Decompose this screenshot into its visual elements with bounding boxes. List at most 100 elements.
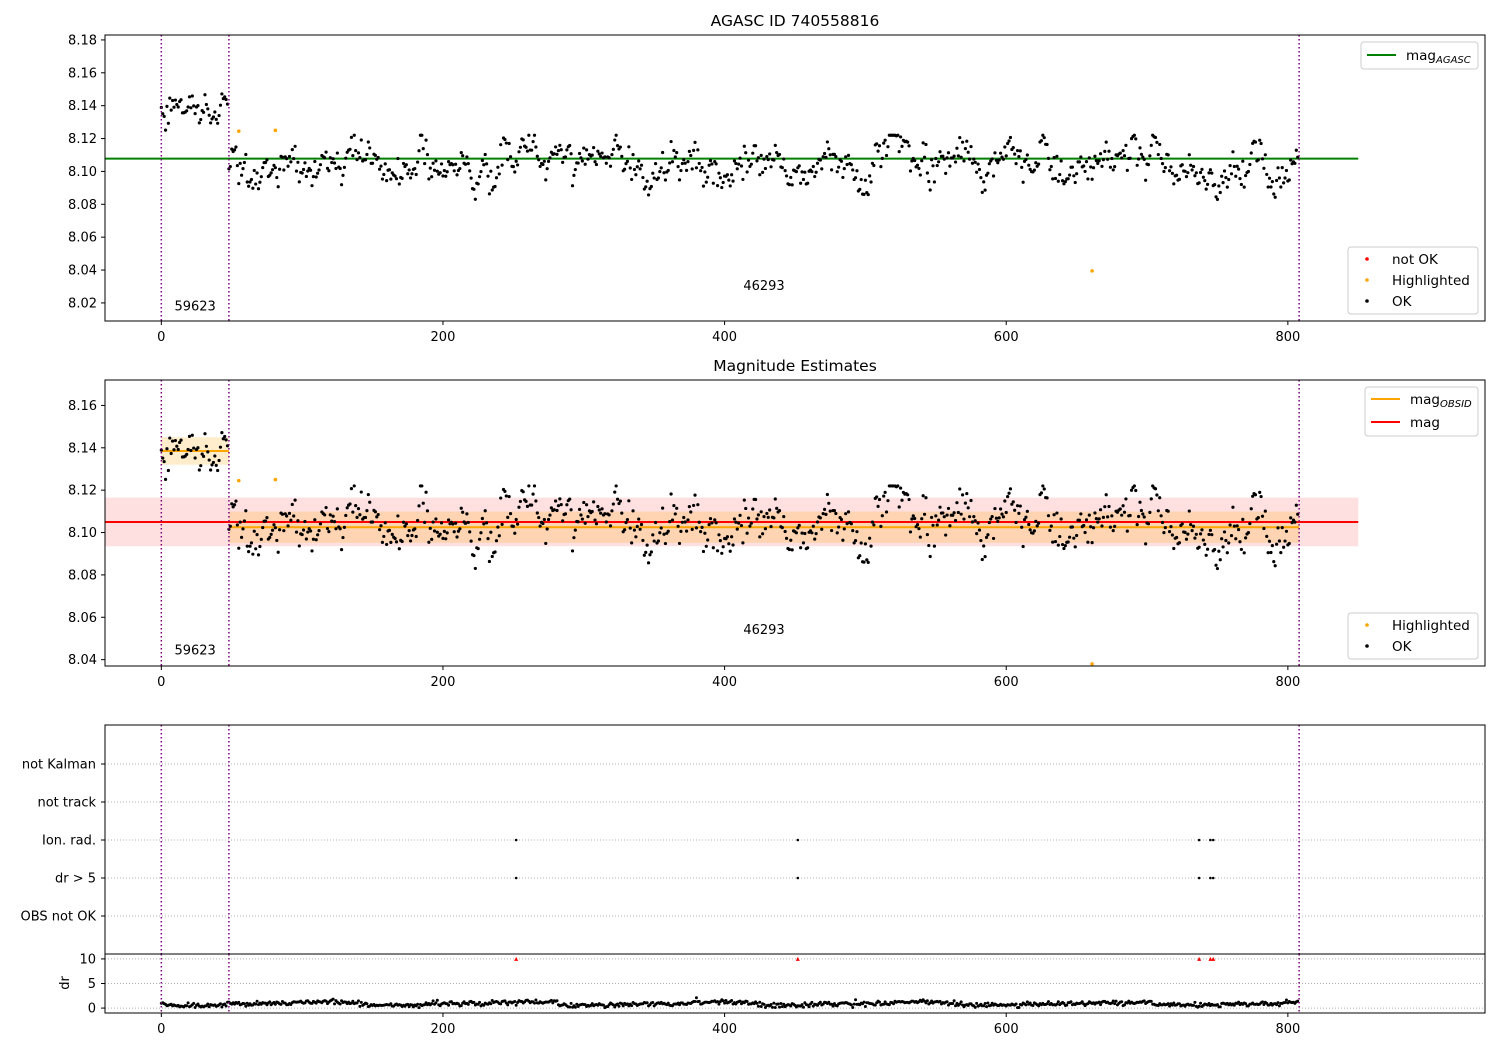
ok-point (853, 176, 858, 180)
ok-point (604, 520, 608, 524)
flag-category-label: not track (37, 796, 96, 811)
ok-point (217, 113, 221, 118)
ok-point (199, 464, 203, 468)
ok-point (1021, 544, 1025, 549)
ok-point (814, 531, 818, 536)
ok-point (732, 159, 737, 163)
dr-point (716, 1000, 720, 1004)
ok-point (749, 521, 753, 525)
y-tick-label: 8.18 (68, 33, 97, 48)
ok-point (1260, 157, 1265, 161)
ok-point (960, 493, 965, 497)
ok-point (1097, 159, 1101, 163)
ok-point (825, 492, 829, 497)
ok-point (1084, 518, 1089, 522)
ok-point (1120, 513, 1124, 517)
ok-point (408, 176, 413, 180)
ok-point (959, 512, 963, 516)
ok-point (561, 160, 565, 165)
dr-point (1284, 998, 1288, 1002)
ok-point (531, 492, 535, 496)
ok-point (837, 165, 841, 169)
ok-point (306, 169, 310, 173)
ok-point (1046, 514, 1051, 518)
ok-point (1108, 165, 1113, 169)
ok-point (1041, 484, 1045, 488)
ok-point (490, 188, 494, 192)
ok-point (389, 540, 393, 544)
ok-point (1256, 515, 1260, 520)
ok-point (1049, 164, 1053, 169)
ok-point (1132, 484, 1136, 488)
dr-point (1215, 1003, 1219, 1007)
ok-point (880, 156, 884, 160)
ok-point (766, 515, 770, 519)
ok-point (717, 533, 721, 537)
ok-point (913, 516, 917, 521)
ok-point (1146, 522, 1151, 526)
ok-point (1153, 135, 1158, 140)
ok-point (514, 159, 518, 163)
ok-point (738, 156, 742, 160)
ok-point (1246, 531, 1251, 535)
ok-point (1048, 528, 1052, 532)
ok-point (700, 525, 704, 529)
flag-point (1211, 838, 1215, 842)
ok-point (1106, 515, 1110, 519)
ok-point (390, 532, 394, 536)
ok-point (1096, 161, 1100, 165)
ok-point (900, 498, 904, 502)
ok-point (708, 158, 713, 163)
ok-point (444, 537, 448, 541)
ok-point (245, 180, 249, 184)
ok-point (1144, 542, 1148, 546)
ok-point (213, 454, 217, 458)
ok-point (797, 164, 801, 168)
ok-point (273, 166, 277, 170)
legend-highlighted-marker (1365, 623, 1369, 627)
ok-point (707, 163, 711, 167)
ok-point (223, 95, 227, 99)
ok-point (1059, 159, 1063, 163)
ok-point (159, 448, 163, 452)
ok-point (349, 487, 354, 491)
ok-point (216, 121, 220, 125)
ok-point (263, 519, 268, 523)
ok-point (483, 152, 487, 157)
ok-point (997, 516, 1001, 520)
ok-point (494, 176, 499, 180)
ok-point (1018, 504, 1022, 508)
ok-point (535, 511, 539, 515)
ok-point (801, 541, 806, 545)
ok-point (610, 152, 614, 157)
ok-point (421, 501, 425, 505)
ok-point (247, 184, 251, 188)
ok-point (373, 153, 377, 157)
ok-point (1270, 544, 1274, 548)
ok-point (704, 544, 708, 548)
ok-point (820, 527, 824, 531)
ok-point (1000, 512, 1004, 516)
ok-point (727, 542, 731, 546)
ok-point (469, 539, 473, 543)
ok-point (976, 162, 980, 166)
ok-point (454, 162, 458, 166)
ok-point (1017, 511, 1021, 515)
ok-point (994, 516, 998, 520)
ok-point (173, 98, 178, 102)
ok-point (946, 506, 951, 511)
ok-point (289, 518, 293, 522)
dr-point (459, 1004, 463, 1008)
dr-point (207, 1005, 211, 1009)
ok-point (1197, 545, 1201, 549)
ok-point (638, 167, 642, 171)
ok-point (1124, 497, 1128, 501)
ok-point (1201, 538, 1205, 542)
dr-point (762, 1002, 766, 1006)
ok-point (627, 145, 631, 149)
ok-point (318, 163, 323, 167)
dr-point (621, 1004, 625, 1008)
ok-point (1248, 521, 1252, 526)
ok-point (625, 159, 630, 163)
